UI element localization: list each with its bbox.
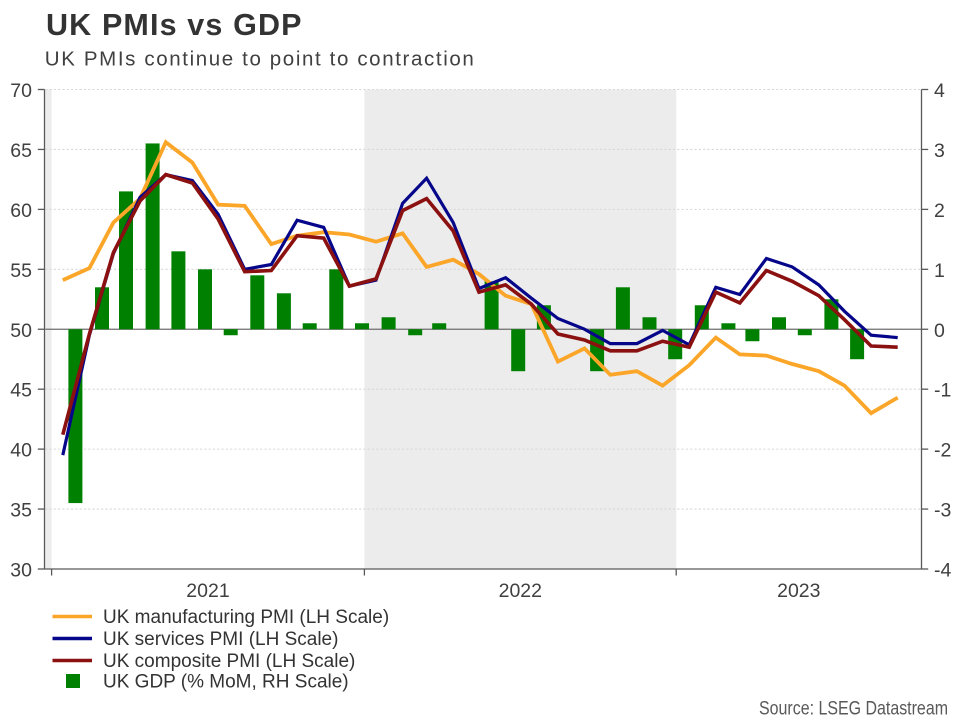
svg-text:UK GDP (% MoM, RH Scale): UK GDP (% MoM, RH Scale): [103, 672, 349, 693]
svg-text:1: 1: [934, 260, 945, 282]
svg-text:2022: 2022: [499, 580, 542, 602]
svg-text:45: 45: [10, 380, 32, 402]
svg-text:60: 60: [10, 200, 32, 222]
svg-text:70: 70: [10, 80, 32, 102]
svg-text:-1: -1: [934, 380, 951, 402]
svg-text:40: 40: [10, 440, 32, 462]
svg-text:2: 2: [934, 200, 945, 222]
svg-text:UK manufacturing PMI (LH Scale: UK manufacturing PMI (LH Scale): [103, 607, 389, 628]
svg-text:UK services PMI (LH Scale): UK services PMI (LH Scale): [103, 629, 338, 650]
svg-text:4: 4: [934, 80, 945, 102]
svg-text:UK PMIs vs GDP: UK PMIs vs GDP: [46, 8, 302, 42]
svg-text:Source: LSEG Datastream: Source: LSEG Datastream: [759, 699, 948, 720]
svg-text:-3: -3: [934, 500, 951, 522]
svg-text:UK PMIs continue to point to c: UK PMIs continue to point to contraction: [45, 47, 474, 70]
svg-text:30: 30: [10, 560, 32, 582]
svg-text:-2: -2: [934, 440, 951, 462]
svg-text:0: 0: [934, 320, 945, 342]
svg-text:2021: 2021: [186, 580, 229, 602]
svg-text:3: 3: [934, 140, 945, 162]
svg-text:35: 35: [10, 500, 32, 522]
svg-text:65: 65: [10, 140, 32, 162]
svg-text:UK composite PMI (LH Scale): UK composite PMI (LH Scale): [103, 651, 355, 672]
svg-text:50: 50: [10, 320, 32, 342]
svg-text:2023: 2023: [777, 580, 820, 602]
svg-text:-4: -4: [934, 560, 951, 582]
svg-text:55: 55: [10, 260, 32, 282]
